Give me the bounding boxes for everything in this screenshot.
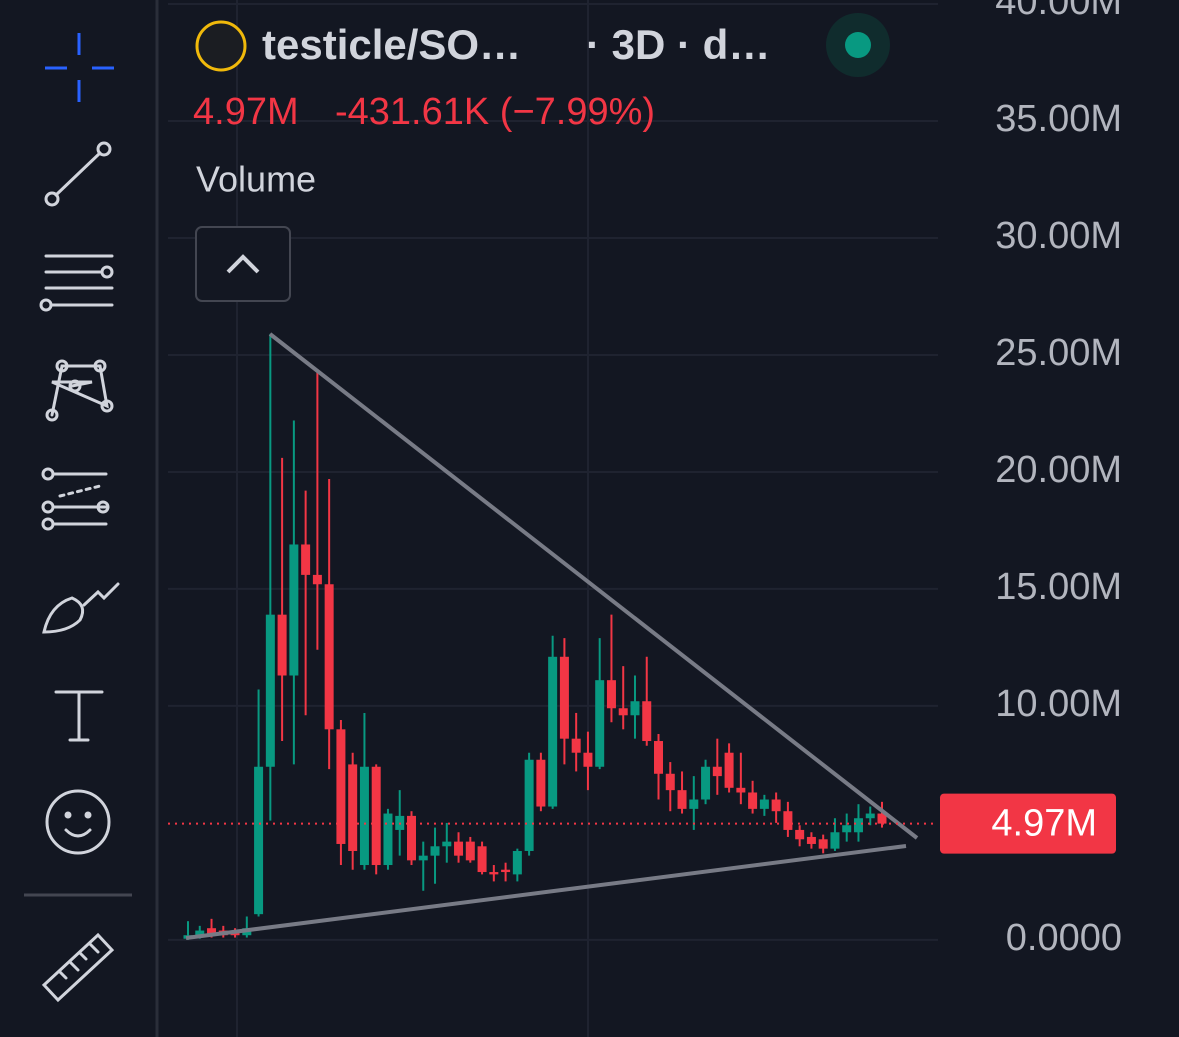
candle-body	[289, 544, 299, 676]
candle-body	[595, 680, 605, 767]
candle-body	[759, 799, 769, 809]
candle-body	[430, 846, 440, 856]
candles	[183, 333, 887, 940]
candle-body	[477, 846, 487, 873]
last-value: 4.97M	[193, 91, 299, 133]
candle-body	[524, 759, 534, 851]
candle-body	[418, 855, 428, 861]
indicator-name: Volume	[196, 159, 316, 200]
y-tick-label: 15.00M	[995, 566, 1122, 608]
candle-body	[536, 759, 546, 807]
candle-body	[301, 544, 311, 575]
candle-body	[454, 841, 464, 856]
candle-body	[489, 872, 499, 875]
candle-body	[818, 839, 828, 849]
candle-body	[571, 738, 581, 753]
candle-body	[853, 818, 863, 833]
candle-body	[877, 813, 887, 824]
tool-trendline[interactable]	[44, 141, 112, 207]
candle-body	[207, 928, 217, 936]
toolbar	[0, 0, 156, 1037]
tool-projection[interactable]	[41, 467, 110, 531]
trendline-upper[interactable]	[268, 332, 919, 840]
candle-body	[689, 799, 699, 809]
tool-brush[interactable]	[42, 582, 120, 634]
candle-body	[371, 766, 381, 866]
trendline-lower[interactable]	[185, 844, 907, 940]
candle-body	[630, 701, 640, 716]
last-price-label: 4.97M	[991, 803, 1097, 845]
status-dot	[845, 32, 871, 58]
candle-body	[771, 799, 781, 812]
candle-body	[336, 729, 346, 844]
candle-body	[265, 614, 275, 767]
y-tick-label: 0.0000	[1006, 917, 1122, 959]
candle-body	[677, 790, 687, 809]
interval[interactable]: · 3D · d…	[586, 21, 770, 68]
tool-fib[interactable]	[39, 254, 114, 312]
candle-body	[806, 836, 816, 844]
change: -431.61K (−7.99%)	[335, 91, 655, 133]
candle-body	[406, 815, 416, 861]
candle-body	[865, 813, 875, 819]
candle-body	[665, 773, 675, 791]
candle-body	[583, 752, 593, 767]
candle-body	[724, 752, 734, 788]
collapse-button[interactable]	[195, 226, 291, 302]
candle-body	[642, 701, 652, 742]
tool-ruler[interactable]	[41, 932, 115, 1003]
candle-body	[606, 680, 616, 709]
candle-body	[277, 614, 287, 676]
last-price-box	[940, 793, 1116, 854]
candle-body	[783, 811, 793, 830]
y-tick-label: 30.00M	[995, 215, 1122, 257]
candle-body	[559, 656, 569, 739]
candle-body	[442, 841, 452, 847]
candle-body	[748, 792, 758, 809]
candle-body	[618, 708, 628, 716]
candle-body	[230, 932, 240, 936]
candle-body	[654, 741, 664, 774]
candle-body	[830, 832, 840, 849]
candle-body	[512, 850, 522, 875]
candle-body	[348, 764, 358, 851]
candle-body	[842, 825, 852, 833]
y-tick-label: 35.00M	[995, 98, 1122, 140]
candle-body	[465, 841, 475, 861]
candle-body	[701, 766, 711, 800]
symbol[interactable]: testicle/SO…	[262, 21, 521, 68]
tool-crosshair[interactable]	[45, 33, 114, 102]
y-tick-label: 10.00M	[995, 683, 1122, 725]
candle-body	[324, 584, 334, 730]
candle-body	[795, 829, 805, 840]
candle-body	[736, 787, 746, 793]
tool-pattern[interactable]	[45, 359, 114, 422]
candle-body	[312, 574, 322, 585]
candle-body	[195, 930, 205, 936]
candle-body	[254, 766, 264, 915]
candle-body	[501, 869, 511, 873]
y-tick-label: 40.00M	[995, 0, 1122, 23]
y-tick-label: 25.00M	[995, 332, 1122, 374]
candle-body	[548, 656, 558, 807]
candle-body	[712, 766, 722, 777]
candle-body	[383, 813, 393, 866]
tool-text[interactable]	[54, 690, 104, 742]
y-tick-label: 20.00M	[995, 449, 1122, 491]
symbol-logo	[195, 20, 247, 72]
last-price: 4.97M	[168, 793, 1116, 854]
candle-body	[359, 766, 369, 866]
tool-emoji[interactable]	[45, 789, 111, 855]
